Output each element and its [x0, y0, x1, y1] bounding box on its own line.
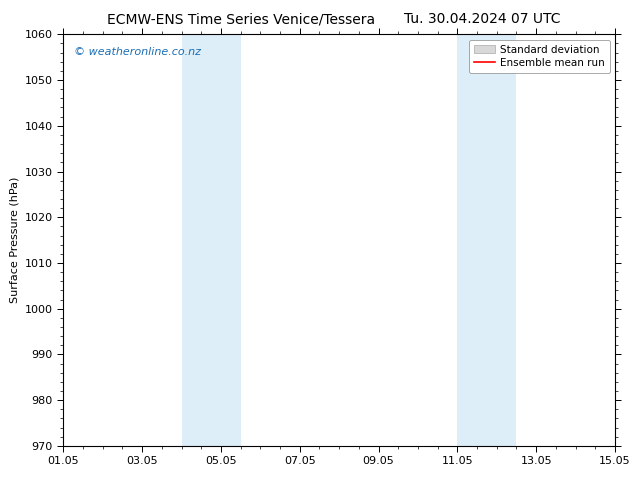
- Bar: [181, 34, 241, 446]
- Legend: Standard deviation, Ensemble mean run: Standard deviation, Ensemble mean run: [469, 40, 610, 73]
- Text: ECMW-ENS Time Series Venice/Tessera: ECMW-ENS Time Series Venice/Tessera: [107, 12, 375, 26]
- Bar: [457, 34, 517, 446]
- Text: Tu. 30.04.2024 07 UTC: Tu. 30.04.2024 07 UTC: [404, 12, 560, 26]
- Text: © weatheronline.co.nz: © weatheronline.co.nz: [74, 47, 202, 57]
- Y-axis label: Surface Pressure (hPa): Surface Pressure (hPa): [10, 177, 19, 303]
